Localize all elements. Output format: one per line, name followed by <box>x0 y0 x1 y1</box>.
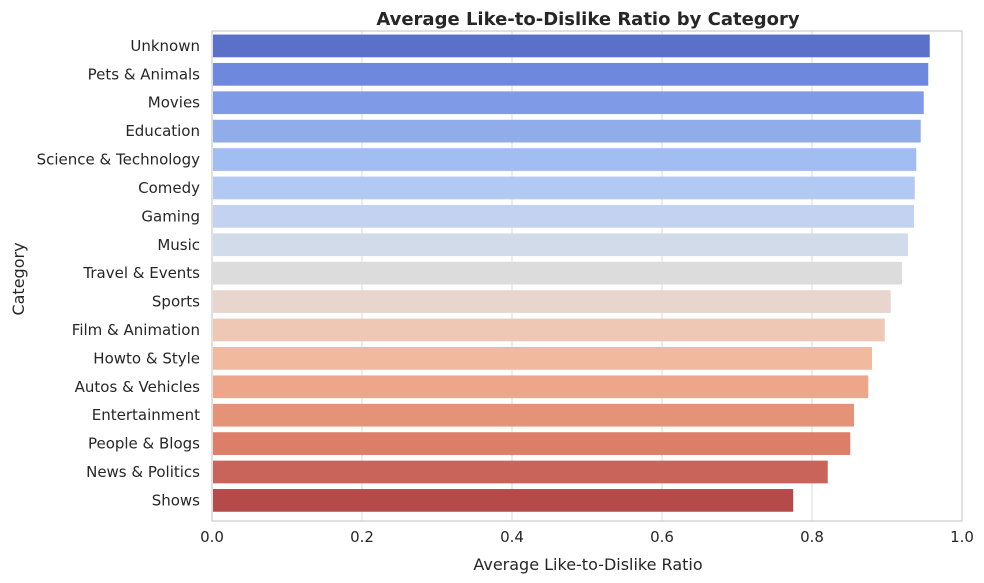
bar <box>213 375 869 399</box>
bar <box>213 91 924 115</box>
bar <box>213 233 908 257</box>
y-tick-label: Science & Technology <box>37 151 201 169</box>
plot-frame <box>211 30 963 522</box>
bar <box>213 432 851 455</box>
y-tick-label: Sports <box>152 293 200 311</box>
y-tick-label: Movies <box>148 94 200 112</box>
x-tick-label: 0.2 <box>350 528 374 546</box>
x-tick-labels: 0.0 0.2 0.4 0.6 0.8 1.0 <box>200 528 974 546</box>
y-tick-label: Howto & Style <box>93 349 200 367</box>
bar <box>213 460 828 484</box>
bar <box>213 148 917 171</box>
x-tick-label: 1.0 <box>950 528 974 546</box>
y-tick-label: Education <box>125 122 200 140</box>
y-tick-label: Film & Animation <box>72 321 200 339</box>
bar <box>213 261 902 285</box>
bar <box>213 489 794 512</box>
y-tick-labels: Unknown Pets & Animals Movies Education Scie… <box>37 37 201 509</box>
chart-title: Average Like-to-Dislike Ratio by Categor… <box>376 9 800 30</box>
bars <box>213 34 930 512</box>
y-tick-label: Music <box>157 236 200 254</box>
y-tick-label: Entertainment <box>92 406 200 424</box>
bar <box>213 34 930 58</box>
y-tick-label: Pets & Animals <box>88 65 201 83</box>
bar <box>213 347 872 370</box>
bar <box>213 176 915 200</box>
y-tick-label: Autos & Vehicles <box>75 378 201 396</box>
x-tick-label: 0.4 <box>500 528 524 546</box>
y-tick-label: Shows <box>152 491 200 509</box>
x-tick-label: 0.8 <box>800 528 824 546</box>
bar <box>213 290 891 313</box>
y-tick-label: Comedy <box>138 179 200 197</box>
y-tick-label: News & Politics <box>86 463 200 481</box>
bar <box>213 62 929 86</box>
y-axis-label: Category <box>9 242 28 315</box>
y-tick-label: Travel & Events <box>82 264 200 282</box>
x-tick-label: 0.6 <box>650 528 674 546</box>
y-tick-label: People & Blogs <box>88 435 200 453</box>
y-tick-label: Unknown <box>130 37 200 55</box>
y-tick-label: Gaming <box>141 207 200 225</box>
bar <box>213 403 854 427</box>
x-axis-label: Average Like-to-Dislike Ratio <box>473 555 702 574</box>
bar <box>213 119 921 143</box>
bar <box>213 318 885 342</box>
bar <box>213 204 914 228</box>
x-tick-label: 0.0 <box>200 528 224 546</box>
